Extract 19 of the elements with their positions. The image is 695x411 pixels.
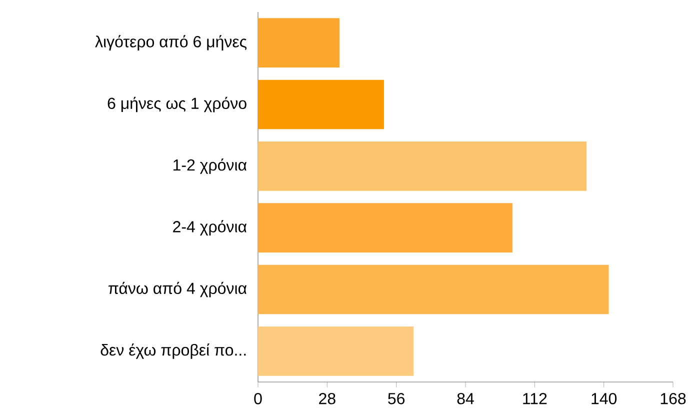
x-tick-label: 28 [319,392,336,404]
x-tick-label: 84 [457,392,474,404]
bar [258,142,587,191]
x-tick-label: 56 [388,392,405,404]
y-tick-label: λιγότερο από 6 μήνες [95,35,247,51]
x-tick-label: 168 [660,392,686,404]
y-tick-label: 1-2 χρόνια [174,158,247,174]
bar [258,80,384,130]
bar [258,326,414,376]
y-tick-label: πάνω από 4 χρόνια [108,282,247,298]
bar [258,264,609,314]
bar [258,203,512,253]
y-tick-label: 2-4 χρόνια [173,220,247,236]
y-tick-label: δεν έχω προβεί πο... [100,343,246,359]
x-tick-label: 140 [592,392,617,404]
bar [258,18,340,68]
x-tick-label: 112 [523,392,547,404]
x-tick-label: 0 [254,392,262,404]
y-tick-label: 6 μήνες ως 1 χρόνο [108,96,246,112]
